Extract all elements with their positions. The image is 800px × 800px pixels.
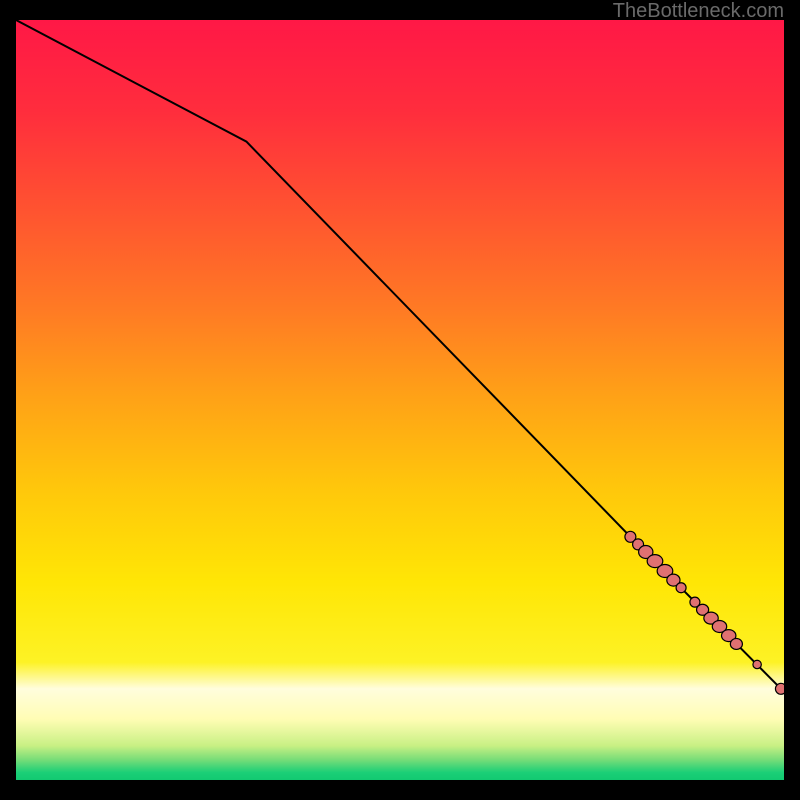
gradient-background bbox=[16, 20, 784, 780]
data-marker bbox=[676, 583, 686, 593]
data-marker bbox=[775, 683, 784, 694]
data-marker bbox=[730, 638, 742, 649]
attribution-text: TheBottleneck.com bbox=[613, 0, 784, 23]
plot-area bbox=[16, 20, 784, 780]
data-marker bbox=[753, 660, 761, 668]
